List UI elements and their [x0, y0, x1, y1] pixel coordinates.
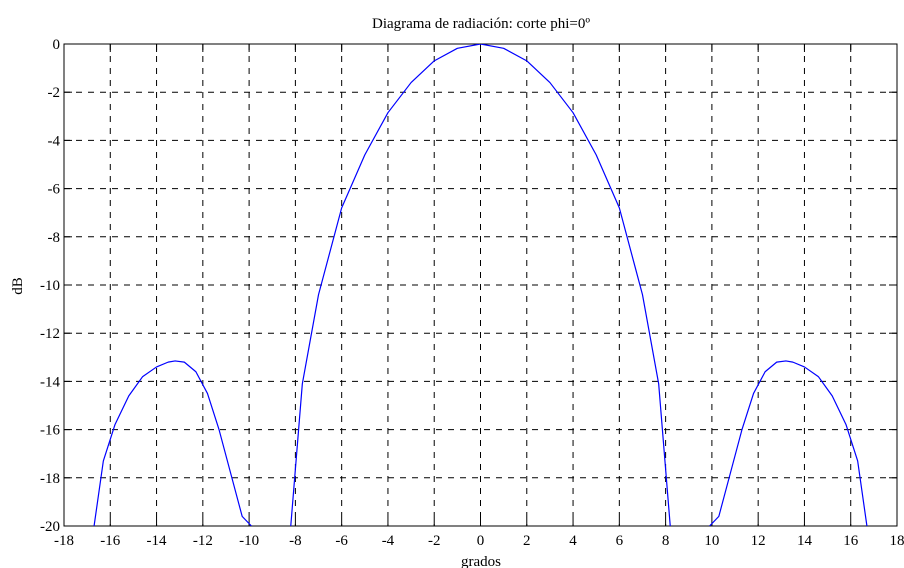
x-tick-label: -10	[239, 533, 259, 549]
y-tick-label: -4	[48, 133, 61, 149]
x-tick-label: 6	[616, 533, 624, 549]
x-tick-label: -16	[100, 533, 120, 549]
x-tick-label: -6	[335, 533, 348, 549]
y-tick-label: -14	[40, 374, 60, 390]
series-segment-1	[93, 360, 252, 526]
series-segment-3	[709, 360, 868, 526]
y-tick-label: -8	[48, 230, 61, 246]
y-tick-label: -12	[40, 326, 60, 342]
y-tick-label: -18	[40, 471, 60, 487]
y-tick-label: -10	[40, 278, 60, 294]
chart-title: Diagrama de radiación: corte phi=0º	[372, 16, 590, 32]
x-tick-label: 10	[704, 533, 719, 549]
x-tick-label: -8	[289, 533, 302, 549]
x-axis-label: grados	[461, 554, 501, 568]
y-tick-label: -2	[48, 85, 61, 101]
axis-ticks: -18 -16 -14 -12 -10 -8 -6 -4 -2 0 2 4 6 8 10 12 14 16 180-…	[40, 37, 904, 549]
x-tick-label: -18	[54, 533, 74, 549]
grid-lines	[64, 44, 897, 526]
series-segment-2	[290, 44, 671, 526]
x-tick-label: 14	[797, 533, 813, 549]
y-tick-label: -16	[40, 423, 60, 439]
y-tick-label: 0	[53, 37, 61, 53]
y-axis-label: dB	[10, 277, 26, 295]
x-tick-label: -4	[382, 533, 395, 549]
x-tick-label: 16	[843, 533, 859, 549]
x-tick-label: 2	[523, 533, 531, 549]
x-tick-label: 18	[890, 533, 904, 549]
x-tick-label: 4	[569, 533, 577, 549]
x-tick-label: 12	[751, 533, 766, 549]
x-tick-label: -14	[147, 533, 167, 549]
x-tick-label: -12	[193, 533, 213, 549]
x-tick-label: -2	[428, 533, 441, 549]
x-tick-label: 0	[477, 533, 485, 549]
series-line	[93, 44, 868, 526]
y-tick-label: -6	[48, 182, 61, 198]
y-tick-label: -20	[40, 519, 60, 535]
x-tick-label: 8	[662, 533, 670, 549]
